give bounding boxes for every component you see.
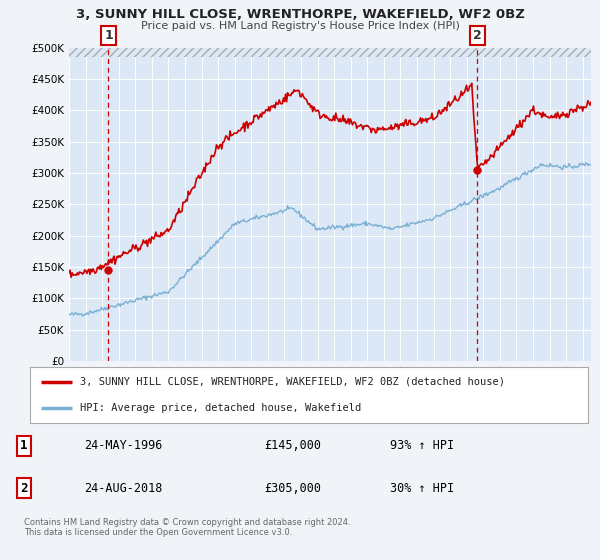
Text: 93% ↑ HPI: 93% ↑ HPI	[390, 439, 454, 452]
Text: 30% ↑ HPI: 30% ↑ HPI	[390, 482, 454, 494]
Text: Contains HM Land Registry data © Crown copyright and database right 2024.
This d: Contains HM Land Registry data © Crown c…	[24, 518, 350, 538]
Text: HPI: Average price, detached house, Wakefield: HPI: Average price, detached house, Wake…	[80, 403, 361, 413]
Text: £145,000: £145,000	[264, 439, 321, 452]
Text: 2: 2	[473, 29, 482, 42]
Text: 3, SUNNY HILL CLOSE, WRENTHORPE, WAKEFIELD, WF2 0BZ: 3, SUNNY HILL CLOSE, WRENTHORPE, WAKEFIE…	[76, 8, 524, 21]
Text: 24-AUG-2018: 24-AUG-2018	[84, 482, 163, 494]
Text: 2: 2	[20, 482, 28, 494]
Bar	[69, 38, 591, 57]
Text: 1: 1	[104, 29, 113, 42]
Text: Price paid vs. HM Land Registry's House Price Index (HPI): Price paid vs. HM Land Registry's House …	[140, 21, 460, 31]
Text: £305,000: £305,000	[264, 482, 321, 494]
Text: 24-MAY-1996: 24-MAY-1996	[84, 439, 163, 452]
Text: 1: 1	[20, 439, 28, 452]
Text: 3, SUNNY HILL CLOSE, WRENTHORPE, WAKEFIELD, WF2 0BZ (detached house): 3, SUNNY HILL CLOSE, WRENTHORPE, WAKEFIE…	[80, 377, 505, 387]
